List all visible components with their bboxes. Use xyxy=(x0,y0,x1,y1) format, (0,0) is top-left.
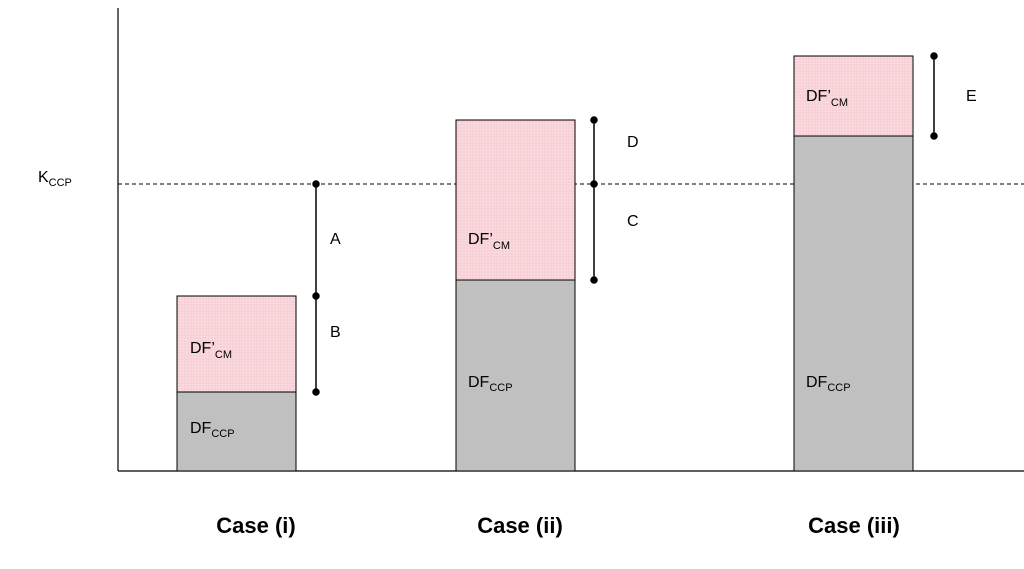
case-3-df-cm-segment xyxy=(793,55,914,137)
kccp-label: KCCP xyxy=(38,169,72,189)
case-1-df-cm-label: DF’CM xyxy=(190,340,232,361)
case-1-bracket xyxy=(312,180,320,396)
case-1-df-ccp-segment xyxy=(176,391,297,472)
case-2-df-ccp-segment xyxy=(455,279,576,472)
case-1-label: Case (i) xyxy=(216,513,295,538)
case-2-df-cm-label: DF’CM xyxy=(468,231,510,252)
case-1-bar: DFCCP DF’CM xyxy=(176,295,297,472)
case-3-label: Case (iii) xyxy=(808,513,900,538)
case-2-bracket xyxy=(590,116,598,284)
bracket-label-c: C xyxy=(627,213,639,230)
case-2-df-cm-segment xyxy=(455,119,576,281)
bracket-label-d: D xyxy=(627,134,639,151)
bracket-label-a: A xyxy=(330,231,341,248)
case-2-df-ccp-label: DFCCP xyxy=(468,374,513,394)
case-1-df-ccp-label: DFCCP xyxy=(190,420,235,440)
case-2-label: Case (ii) xyxy=(477,513,563,538)
case-3-df-ccp-segment xyxy=(793,135,914,472)
bracket-label-b: B xyxy=(330,324,341,341)
case-3-bracket xyxy=(930,52,938,140)
case-2-bar: DFCCP DF’CM xyxy=(455,119,576,472)
case-3-bar: DFCCP DF’CM xyxy=(793,55,914,472)
case-3-df-cm-label: DF’CM xyxy=(806,88,848,109)
case-1-df-cm-segment xyxy=(176,295,297,393)
bracket-label-e: E xyxy=(966,88,977,105)
case-3-df-ccp-label: DFCCP xyxy=(806,374,851,394)
